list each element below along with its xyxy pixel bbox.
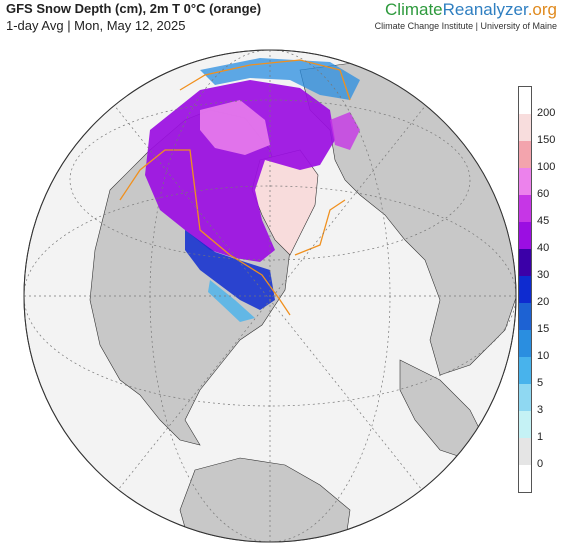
- zero-degree-isotherm: [119, 59, 351, 316]
- map-title: GFS Snow Depth (cm), 2m T 0°C (orange): [6, 1, 262, 16]
- legend-label: 150: [537, 134, 556, 146]
- legend-swatch: [519, 303, 531, 330]
- legend-swatch: [519, 276, 531, 303]
- legend-label: 60: [537, 188, 550, 200]
- snow-cover-pink: [200, 100, 270, 155]
- legend-label: 5: [537, 377, 544, 389]
- legend-label: 30: [537, 269, 550, 281]
- legend-swatch: [519, 222, 531, 249]
- brand-part-2: Reanalyzer: [442, 0, 528, 19]
- snow-cover-eurasia: [200, 58, 360, 100]
- brand-part-3: .org: [527, 0, 557, 19]
- legend-swatch: [519, 330, 531, 357]
- snow-cover-deep: [145, 80, 335, 262]
- legend-swatch: [519, 411, 531, 438]
- legend-swatch: [519, 384, 531, 411]
- snow-cover-blue: [185, 230, 275, 310]
- legend-colorbar: [518, 86, 532, 493]
- legend-swatch: [519, 195, 531, 222]
- legend-label: 200: [537, 107, 556, 119]
- legend-label: 20: [537, 296, 550, 308]
- legend-swatch: [519, 141, 531, 168]
- legend-label: 1: [537, 431, 544, 443]
- snow-cover-scandinavia: [330, 112, 360, 150]
- brand-part-1: Climate: [385, 0, 443, 19]
- graticule-lines: [24, 50, 516, 542]
- legend-labels: 200 150 100 60 45 40 30 20 15 10 5 3 1 0: [537, 86, 561, 491]
- legend-swatch: [519, 87, 531, 114]
- map-subtitle: 1-day Avg | Mon, May 12, 2025: [6, 18, 186, 33]
- brand-tagline: Climate Change Institute | University of…: [374, 21, 557, 31]
- legend-label: 3: [537, 404, 544, 416]
- brand-logo[interactable]: ClimateReanalyzer.org: [385, 0, 557, 20]
- legend-swatch: [519, 114, 531, 141]
- legend-swatch: [519, 168, 531, 195]
- snow-cover-light: [208, 280, 255, 322]
- south-america-landmass: [179, 457, 351, 542]
- legend-swatch: [519, 438, 531, 465]
- legend-swatch: [519, 249, 531, 276]
- legend-label: 100: [537, 161, 556, 173]
- legend-swatch: [519, 357, 531, 384]
- legend-label: 0: [537, 458, 544, 470]
- legend-swatch: [519, 465, 531, 492]
- legend-label: 40: [537, 242, 550, 254]
- legend-label: 10: [537, 350, 550, 362]
- legend-label: 15: [537, 323, 550, 335]
- legend-label: 45: [537, 215, 550, 227]
